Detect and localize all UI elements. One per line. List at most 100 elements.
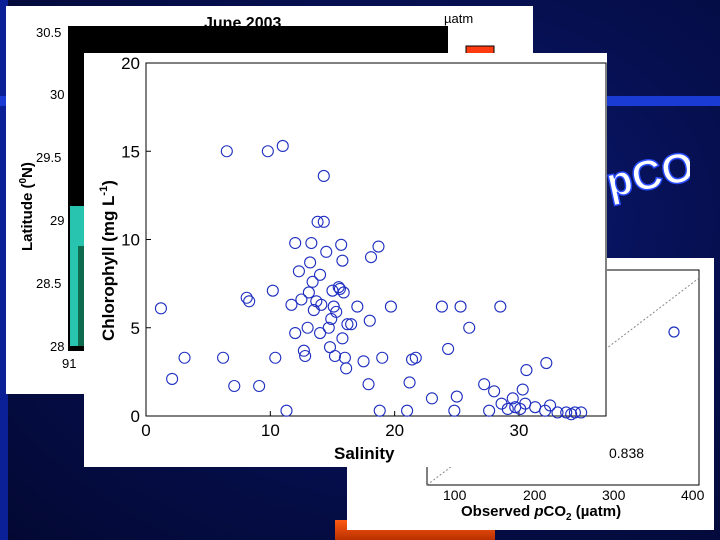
scatter-point (228, 379, 241, 393)
scatter-point (315, 298, 328, 311)
scatter-ytick-label: 5 (131, 319, 140, 338)
scatter-point (299, 349, 312, 363)
scatter-point (540, 356, 553, 370)
validation-xlabel-post: (µatm) (572, 503, 621, 520)
scatter-point (364, 251, 378, 264)
scatter-point (317, 169, 330, 183)
scatter-point (336, 332, 349, 345)
scatter-point (266, 284, 279, 297)
scatter-point (384, 300, 397, 313)
scatter-point (243, 295, 256, 308)
scatter-point (292, 265, 305, 278)
scatter-point (295, 293, 308, 306)
scatter-point (529, 401, 542, 414)
scatter-point (403, 376, 416, 389)
scatter-point (341, 318, 354, 331)
scatter-point (320, 245, 333, 258)
scatter-yticks: 0 5 10 15 20 (121, 54, 151, 426)
slide-left-stripe (0, 0, 8, 540)
scatter-point (575, 406, 588, 419)
scatter-point (269, 351, 282, 364)
scatter-ytick-label: 10 (121, 231, 140, 250)
scatter-point (450, 390, 463, 403)
scatter-ylabel-end: ) (99, 180, 118, 186)
scatter-point (336, 254, 349, 267)
scatter-point (448, 404, 461, 417)
scatter-point (372, 240, 385, 253)
scatter-point (488, 385, 501, 398)
scatter-point (544, 399, 557, 412)
map-ytick: 28 (50, 339, 64, 354)
validation-xtick: 200 (523, 487, 547, 503)
scatter-point (253, 379, 266, 393)
scatter-point (306, 275, 319, 288)
scatter-point (301, 321, 314, 334)
scatter-ylabel: Chlorophyll (mg L-1) (98, 180, 118, 341)
scatter-point (435, 300, 448, 313)
scatter-point (551, 406, 564, 419)
scatter-ytick-label: 0 (131, 407, 140, 426)
scatter-point (454, 300, 467, 313)
scatter-plot-frame (145, 62, 607, 417)
scatter-ytick-label: 20 (121, 54, 140, 73)
map-ylabel: Latitude (0N) (18, 162, 36, 251)
scatter-point (345, 318, 358, 331)
scatter-point (340, 362, 353, 375)
scatter-point (409, 351, 422, 364)
scatter-xticks: 0 10 20 30 (141, 411, 528, 440)
scatter-point (220, 145, 233, 158)
scatter-point (289, 236, 302, 250)
scatter-point (166, 372, 179, 385)
scatter-point (425, 392, 438, 405)
scatter-point (322, 321, 335, 334)
scatter-point (289, 326, 302, 340)
scatter-point (305, 236, 318, 250)
validation-xtick: 300 (602, 487, 626, 503)
scatter-point (560, 406, 573, 419)
validation-xlabel-pre: Observed (461, 503, 534, 520)
scatter-point (362, 378, 375, 391)
scatter-point (276, 139, 289, 153)
scatter-xtick-label: 30 (510, 421, 529, 440)
scatter-ytick-label: 15 (121, 142, 140, 161)
scatter-xtick-label: 10 (261, 421, 280, 440)
map-ylabel-end: N) (19, 162, 36, 178)
scatter-point (520, 364, 533, 377)
scatter-point (330, 305, 343, 318)
validation-xlabel-italic: p (533, 503, 543, 520)
scatter-point (297, 344, 310, 357)
scatter-xtick-label: 20 (385, 421, 404, 440)
scatter-point (311, 215, 324, 228)
scatter-point (401, 404, 414, 417)
scatter-point (494, 300, 507, 313)
scatter-point (337, 286, 350, 299)
scatter-panel: 0 5 10 15 20 0 10 20 30 Salinity Chlorophyll (m… (84, 53, 607, 467)
validation-xlabel-sub: 2 (566, 512, 572, 523)
map-ytick: 30 (50, 87, 64, 102)
scatter-ylabel-main: Chlorophyll (mg L (99, 196, 118, 341)
scatter-chart: 0 5 10 15 20 0 10 20 30 Salinity Chlorophyll (m… (98, 54, 607, 463)
scatter-point (351, 300, 364, 313)
validation-r-value: 0.838 (609, 445, 644, 461)
validation-point (668, 326, 680, 338)
scatter-point (317, 215, 330, 228)
scatter-point (363, 314, 376, 327)
scatter-point (314, 326, 327, 340)
scatter-point (280, 404, 293, 417)
scatter-point (335, 238, 348, 251)
scatter-point (261, 145, 274, 158)
scatter-point (285, 298, 298, 311)
slide-title: pCO2 (601, 150, 690, 207)
map-xtick: 91 (62, 356, 76, 371)
scatter-point (328, 349, 342, 363)
scatter-xtick-label: 0 (141, 421, 150, 440)
scatter-ylabel-sup: -1 (98, 186, 110, 196)
map-unit: µatm (444, 11, 473, 26)
map-yticks: 30.5 30 29.5 29 28.5 28 (36, 25, 64, 354)
slide-title-text: pCO2 (602, 150, 690, 206)
scatter-point (483, 404, 496, 417)
validation-xtick: 100 (443, 487, 467, 503)
scatter-points (154, 139, 588, 421)
scatter-point (178, 351, 191, 364)
validation-xlabel-co: CO (544, 503, 567, 520)
